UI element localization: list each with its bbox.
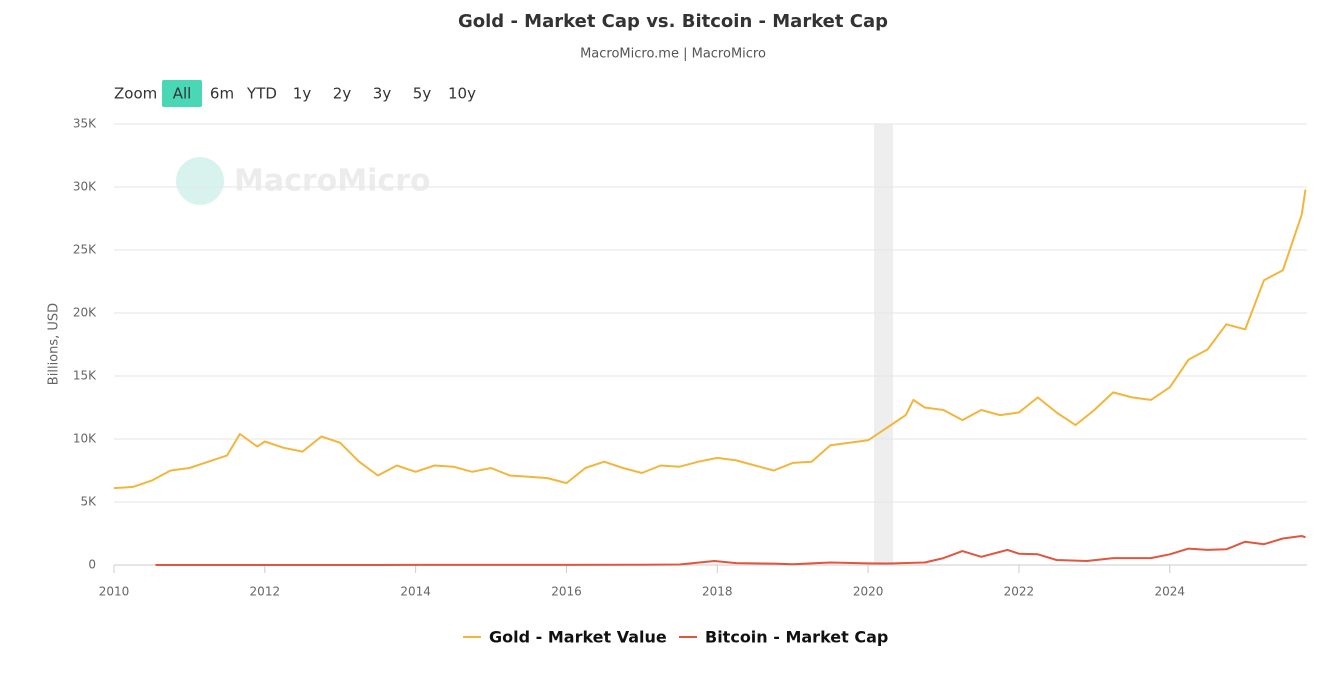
y-tick-label: 0 [88,558,96,572]
range-button[interactable]: 5y [413,85,432,103]
chart-subtitle: MacroMicro.me | MacroMicro [580,47,766,62]
x-tick-label: 2010 [99,585,130,599]
y-axis-label: Billions, USD [47,303,62,385]
watermark-logo [176,157,224,205]
y-tick-label: 5K [80,495,97,509]
y-tick-label: 30K [73,180,97,194]
y-tick-label: 25K [73,243,97,257]
legend-label: Bitcoin - Market Cap [705,628,888,647]
y-tick-label: 10K [73,432,97,446]
y-tick-label: 15K [73,369,97,383]
x-tick-label: 2020 [853,585,884,599]
range-button-bg [162,80,202,107]
range-button[interactable]: 2y [333,85,352,103]
range-button[interactable]: 3y [373,85,392,103]
shaded-range [874,124,893,565]
series-line [155,535,1306,566]
x-tick-label: 2014 [400,585,431,599]
range-button[interactable]: YTD [246,85,277,103]
range-button[interactable]: 10y [448,85,476,103]
series-line [113,189,1307,490]
y-tick-label: 20K [73,306,97,320]
watermark-text: MacroMicro [234,164,431,199]
x-tick-label: 2012 [250,585,281,599]
x-tick-label: 2022 [1004,585,1035,599]
legend-label: Gold - Market Value [489,628,667,647]
legend-item[interactable]: Bitcoin - Market Cap [679,628,888,647]
legend-item[interactable]: Gold - Market Value [463,628,667,647]
range-button[interactable]: 1y [293,85,312,103]
watermark: MacroMicro [176,157,431,205]
x-tick-label: 2018 [702,585,733,599]
x-tick-label: 2024 [1154,585,1185,599]
range-button[interactable]: 6m [210,85,234,103]
y-tick-label: 35K [73,117,97,131]
range-button[interactable]: All [173,85,192,103]
chart-title: Gold - Market Cap vs. Bitcoin - Market C… [458,11,888,32]
zoom-label: Zoom [114,85,157,103]
x-tick-label: 2016 [551,585,582,599]
